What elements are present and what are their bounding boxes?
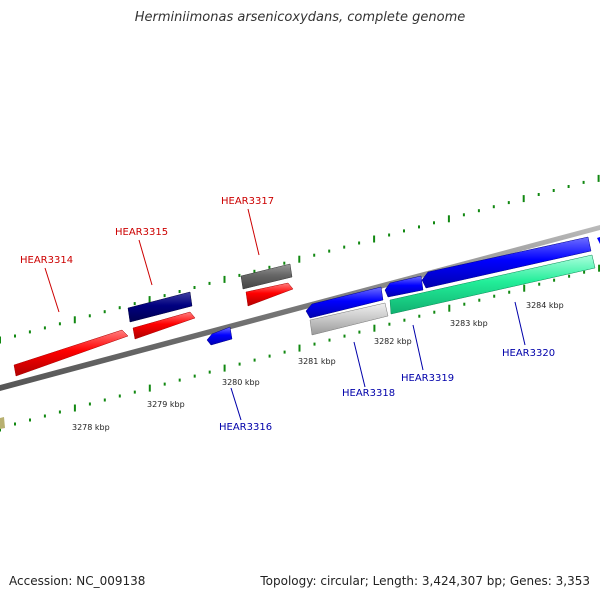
reverse-leaders (230, 301, 526, 421)
gene-HEAR3319[interactable] (384, 275, 424, 298)
ruler-label-3279: 3279 kbp (147, 400, 185, 409)
accession-text: Accession: NC_009138 (9, 574, 146, 588)
grey-feature[interactable] (240, 263, 293, 290)
gene-HEAR3317[interactable] (245, 282, 294, 307)
genome-backbone (0, 225, 600, 391)
gene-HEAR3316[interactable] (206, 326, 233, 346)
ruler-label-3282: 3282 kbp (374, 337, 412, 346)
gene-HEAR3318[interactable] (305, 286, 384, 319)
green-feature[interactable] (389, 254, 596, 315)
label-HEAR3317: HEAR3317 (221, 196, 274, 207)
label-HEAR3318: HEAR3318 (342, 388, 395, 399)
label-HEAR3314: HEAR3314 (20, 255, 73, 266)
ruler-label-3278: 3278 kbp (72, 423, 110, 432)
partial-olive-feature (0, 417, 5, 429)
label-HEAR3316: HEAR3316 (219, 422, 272, 433)
lower-tick-track (0, 264, 600, 432)
forward-leaders (44, 208, 260, 313)
ruler-label-3283: 3283 kbp (450, 319, 488, 328)
gene-HEAR3315[interactable] (132, 311, 196, 340)
navy-feature[interactable] (127, 291, 193, 323)
label-HEAR3320: HEAR3320 (502, 348, 555, 359)
partial-blue-feature (597, 237, 600, 244)
ruler-label-3280: 3280 kbp (222, 378, 260, 387)
light-grey-feature[interactable] (309, 302, 389, 336)
upper-tick-track (0, 174, 600, 344)
gene-HEAR3320[interactable] (421, 236, 592, 289)
ruler-label-3281: 3281 kbp (298, 357, 336, 366)
ruler-label-3284: 3284 kbp (526, 301, 564, 310)
map-title: Herminiimonas arsenicoxydans, complete g… (134, 10, 466, 25)
label-HEAR3319: HEAR3319 (401, 373, 454, 384)
genome-summary-text: Topology: circular; Length: 3,424,307 bp… (260, 574, 590, 588)
label-HEAR3315: HEAR3315 (115, 227, 168, 238)
gene-HEAR3314[interactable] (13, 329, 129, 377)
